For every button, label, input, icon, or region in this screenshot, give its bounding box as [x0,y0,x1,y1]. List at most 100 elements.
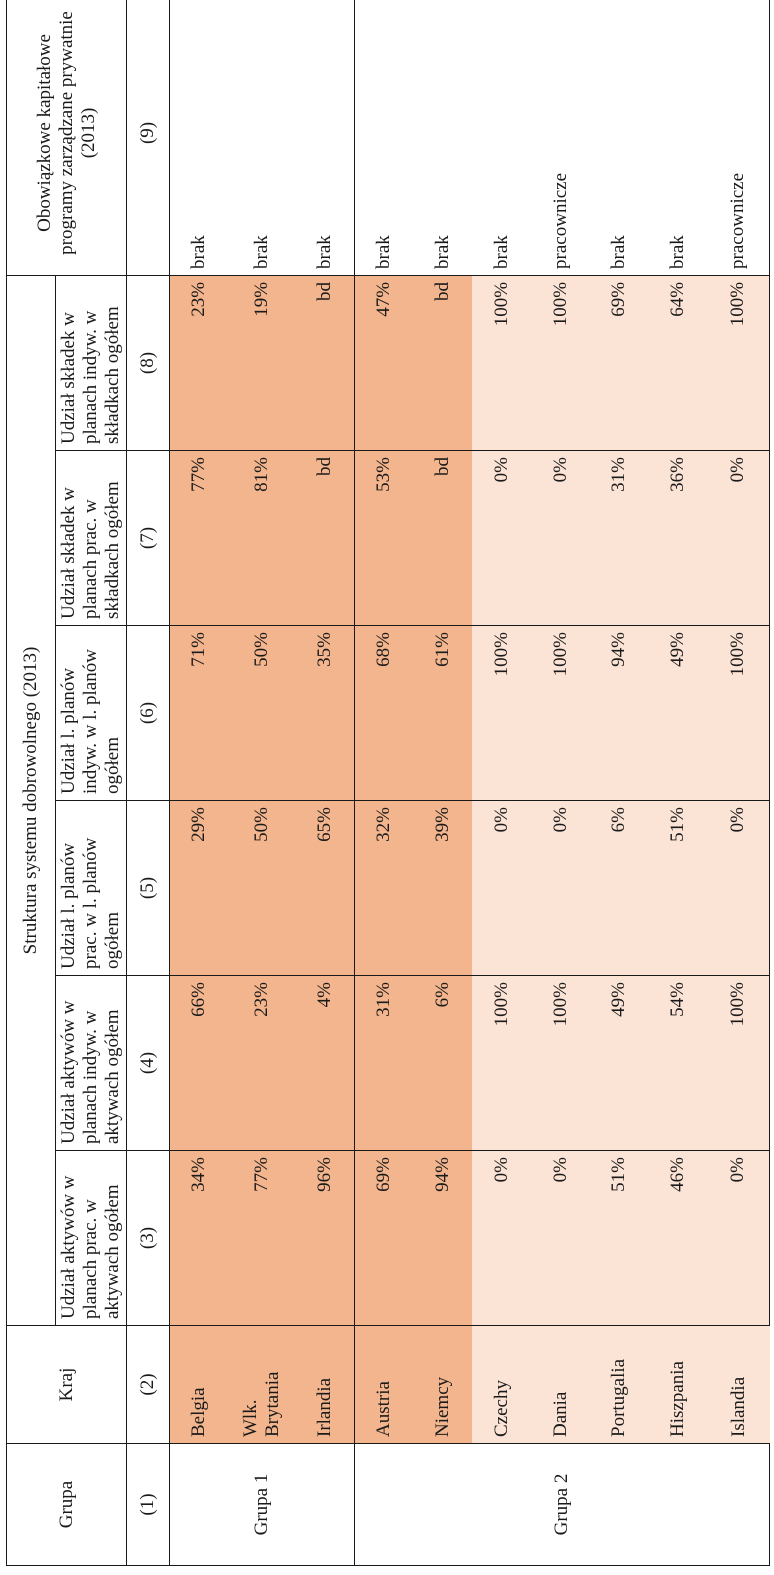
table-row: Irlandia 96% 4% 65% 35% bd bd brak [295,0,355,1566]
table-row: Grupa 2 Austria 69% 31% 32% 68% 53% 47% brak [354,0,770,1566]
header-sub-3: Udział l. planów prac. w l. planów ogółe… [55,800,127,976]
country-name: Niemcy [413,1325,473,1444]
value-cell: 0% [707,1150,770,1326]
value-cell: 94% [590,625,649,801]
country-name: Hiszpania [648,1325,708,1444]
column-number: (2) [126,1325,170,1444]
value-cell: 0% [472,1150,532,1326]
value-cell: 47% [354,275,414,451]
value-cell: 68% [354,625,414,801]
mandatory-program-cell: pracownicze [707,0,770,276]
table-row: Islandia 0% 100% 0% 100% 0% 100% pracownicze [707,0,770,1566]
header-obowiazkowe: Obowiązkowe kapitałowe programy zarządza… [6,0,127,276]
value-cell: 49% [648,625,708,801]
value-cell: 51% [648,800,708,976]
value-cell: 49% [590,975,649,1151]
value-cell: 0% [531,800,591,976]
country-name: Portugalia [590,1325,649,1444]
value-cell: 100% [472,975,532,1151]
value-cell: 0% [472,450,532,626]
column-number: (6) [126,625,170,801]
value-cell: 61% [413,625,473,801]
table-row: Dania 0% 100% 0% 100% 0% 100% pracownicze [531,0,591,1566]
column-number-row: (1) (2) (3) (4) (5) (6) (7) (8) (9) [126,0,170,1566]
value-cell: 6% [413,975,473,1151]
country-name: Wlk. Brytania [228,1325,296,1444]
value-cell: bd [295,450,355,626]
header-sub-6: Udział składek w planach indyw. w składk… [55,275,127,451]
value-cell: 23% [228,975,296,1151]
value-cell: 100% [707,275,770,451]
column-number: (3) [126,1150,170,1326]
header-sub-1: Udział aktywów w planach prac. w aktywac… [55,1150,127,1326]
value-cell: bd [295,275,355,451]
value-cell: 53% [354,450,414,626]
header-sub-2: Udział aktywów w planach indyw. w aktywa… [55,975,127,1151]
value-cell: 19% [228,275,296,451]
value-cell: 77% [228,1150,296,1326]
value-cell: 96% [295,1150,355,1326]
table-row: Portugalia 51% 49% 6% 94% 31% 69% brak [590,0,649,1566]
value-cell: 0% [531,450,591,626]
value-cell: 0% [472,800,532,976]
mandatory-program-cell: brak [590,0,649,276]
table-row: Grupa 1 Belgia 34% 66% 29% 71% 77% 23% brak [169,0,355,1566]
mandatory-program-cell: brak [295,0,355,276]
value-cell: 81% [228,450,296,626]
country-name: Czechy [472,1325,532,1444]
header-struktura: Struktura systemu dobrowolnego (2013) [6,275,56,1326]
value-cell: 94% [413,1150,473,1326]
table-row: Czechy 0% 100% 0% 100% 0% 100% brak [472,0,532,1566]
value-cell: bd [413,275,473,451]
group-name: Grupa 1 [169,1443,355,1566]
mandatory-program-cell: brak [472,0,532,276]
column-number: (5) [126,800,170,976]
mandatory-program-cell: brak [648,0,708,276]
value-cell: 64% [648,275,708,451]
value-cell: 100% [472,625,532,801]
header-grupa: Grupa [6,1443,127,1566]
value-cell: 0% [531,1150,591,1326]
value-cell: 69% [354,1150,414,1326]
group-name: Grupa 2 [354,1443,770,1566]
value-cell: 54% [648,975,708,1151]
value-cell: 35% [295,625,355,801]
value-cell: 100% [531,975,591,1151]
value-cell: 36% [648,450,708,626]
value-cell: 46% [648,1150,708,1326]
value-cell: 71% [169,625,229,801]
mandatory-program-cell: brak [169,0,229,276]
value-cell: 0% [707,450,770,626]
value-cell: 100% [531,625,591,801]
value-cell: bd [413,450,473,626]
value-cell: 31% [590,450,649,626]
column-number: (7) [126,450,170,626]
value-cell: 66% [169,975,229,1151]
value-cell: 0% [707,800,770,976]
column-number: (8) [126,275,170,451]
value-cell: 65% [295,800,355,976]
column-number: (4) [126,975,170,1151]
value-cell: 100% [707,625,770,801]
value-cell: 50% [228,625,296,801]
country-name: Islandia [707,1325,770,1444]
header-kraj: Kraj [6,1325,127,1444]
value-cell: 50% [228,800,296,976]
country-name: Belgia [169,1325,229,1444]
country-name: Irlandia [295,1325,355,1444]
value-cell: 31% [354,975,414,1151]
table-row: Hiszpania 46% 54% 51% 49% 36% 64% brak [648,0,708,1566]
value-cell: 6% [590,800,649,976]
value-cell: 23% [169,275,229,451]
value-cell: 34% [169,1150,229,1326]
value-cell: 100% [531,275,591,451]
table-body: Grupa 1 Belgia 34% 66% 29% 71% 77% 23% brak Wlk. … [169,0,770,1566]
value-cell: 29% [169,800,229,976]
value-cell: 100% [472,275,532,451]
mandatory-program-cell: brak [413,0,473,276]
column-number: (1) [126,1443,170,1566]
column-number: (9) [126,0,170,276]
table-row: Wlk. Brytania 77% 23% 50% 50% 81% 19% brak [228,0,296,1566]
country-name: Austria [354,1325,414,1444]
table-row: Niemcy 94% 6% 39% 61% bd bd brak [413,0,473,1566]
